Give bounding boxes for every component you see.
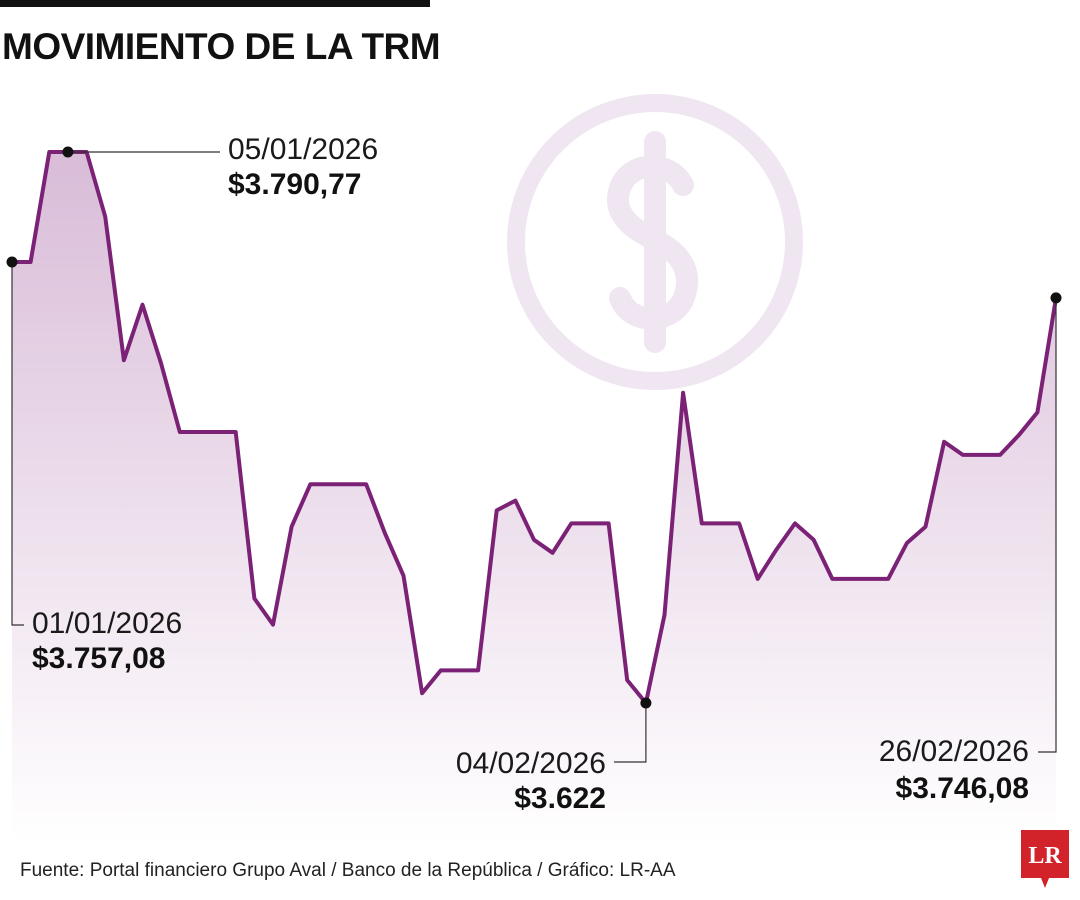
data-point-marker: [6, 256, 18, 268]
callout-leaders: [11, 151, 1057, 763]
annotation-date: 26/02/2026: [879, 735, 1029, 768]
chart-title: MOVIMIENTO DE LA TRM: [2, 26, 441, 67]
highlight-points: [6, 146, 1062, 709]
trm-area-fill: [12, 152, 1056, 842]
leader-line: [614, 703, 647, 763]
annotation-min: 04/02/2026 $3.622: [456, 747, 606, 815]
dollar-icon: [507, 94, 803, 390]
annotation-end: 26/02/2026 $3.746,08: [879, 735, 1029, 805]
annotation-value: $3.622: [514, 782, 606, 815]
leader-line: [11, 262, 24, 626]
annotation-value: $3.790,77: [228, 168, 361, 201]
source-note: Fuente: Portal financiero Grupo Aval / B…: [20, 860, 676, 881]
trm-series-line: [12, 150, 1058, 705]
leader-line: [1038, 297, 1057, 753]
annotation-date: 04/02/2026: [456, 747, 606, 780]
lr-logo: LR: [1021, 830, 1069, 888]
annotation-value: $3.746,08: [896, 772, 1029, 805]
data-point-marker: [62, 146, 74, 158]
top-rule: [0, 0, 430, 7]
logo-text: LR: [1028, 843, 1062, 869]
annotation-value: $3.757,08: [32, 642, 165, 675]
data-point-marker: [640, 697, 652, 709]
annotation-start: 01/01/2026 $3.757,08: [32, 607, 182, 675]
annotation-date: 01/01/2026: [32, 607, 182, 640]
data-point-marker: [1050, 292, 1062, 304]
annotation-max: 05/01/2026 $3.790,77: [228, 133, 378, 201]
annotation-date: 05/01/2026: [228, 133, 378, 166]
